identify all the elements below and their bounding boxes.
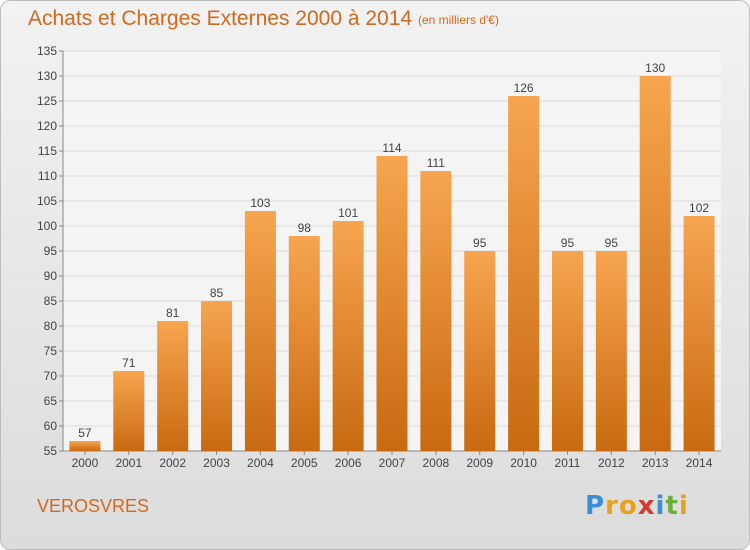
x-tick-label-2002: 2002 (159, 456, 186, 470)
bar-2011 (551, 251, 583, 451)
chart-title: Achats et Charges Externes 2000 à 2014 (28, 7, 413, 30)
value-label-2011: 95 (561, 236, 575, 250)
bar-2008 (420, 171, 452, 451)
bar-2004 (244, 211, 276, 451)
logo-letter: i (655, 491, 666, 521)
value-label-2013: 130 (645, 61, 665, 75)
x-tick-label-2005: 2005 (291, 456, 318, 470)
y-tick-label: 65 (44, 394, 58, 408)
logo-letter: x (637, 491, 656, 521)
logo-letter: i (678, 491, 689, 521)
y-tick-label: 120 (37, 119, 57, 133)
x-tick-label-2007: 2007 (379, 456, 406, 470)
x-tick-label-2003: 2003 (203, 456, 230, 470)
x-tick-label-2008: 2008 (423, 456, 450, 470)
y-tick-label: 130 (37, 69, 57, 83)
y-tick-label: 95 (44, 244, 58, 258)
x-tick-label-2011: 2011 (555, 456, 581, 470)
bar-2005 (288, 236, 320, 451)
y-tick-label: 110 (38, 169, 57, 183)
value-label-2007: 114 (382, 141, 401, 155)
bar-2009 (464, 251, 496, 451)
value-label-2003: 85 (210, 286, 224, 300)
value-label-2006: 101 (338, 206, 358, 220)
bar-2010 (508, 96, 540, 451)
bar-2014 (683, 216, 715, 451)
y-tick-label: 85 (44, 294, 58, 308)
y-tick-label: 90 (44, 269, 58, 283)
value-label-2009: 95 (473, 236, 487, 250)
value-label-2005: 98 (298, 221, 312, 235)
logo-letter: P (585, 491, 606, 521)
proxiti-logo: Proxiti (585, 491, 689, 521)
logo-letter: o (618, 491, 638, 521)
value-label-2014: 102 (689, 201, 709, 215)
y-tick-label: 70 (44, 369, 58, 383)
x-tick-label-2006: 2006 (335, 456, 362, 470)
y-tick-label: 60 (44, 419, 58, 433)
bar-2007 (376, 156, 408, 451)
bar-2012 (595, 251, 627, 451)
chart-subtitle: (en milliers d'€) (418, 13, 499, 27)
bar-2003 (201, 301, 233, 451)
x-tick-label-2009: 2009 (466, 456, 493, 470)
value-label-2002: 81 (166, 306, 180, 320)
x-tick-label-2001: 2001 (115, 456, 142, 470)
x-tick-label-2012: 2012 (598, 456, 625, 470)
value-label-2004: 103 (250, 196, 270, 210)
y-tick-label: 80 (44, 319, 58, 333)
bar-2006 (332, 221, 364, 451)
value-label-2010: 126 (514, 81, 534, 95)
bar-2000 (69, 441, 101, 451)
y-tick-label: 125 (37, 94, 57, 108)
bar-2013 (639, 76, 671, 451)
value-label-2012: 95 (605, 236, 619, 250)
x-tick-label-2004: 2004 (247, 456, 274, 470)
y-tick-label: 135 (37, 44, 57, 58)
y-tick-label: 75 (44, 344, 58, 358)
bar-2001 (113, 371, 145, 451)
y-tick-label: 55 (44, 444, 58, 458)
logo-letter: r (605, 491, 619, 521)
commune-name: VEROSVRES (37, 496, 150, 516)
y-tick-label: 115 (38, 144, 57, 158)
x-tick-label-2010: 2010 (510, 456, 537, 470)
y-tick-label: 105 (37, 194, 57, 208)
y-tick-label: 100 (37, 219, 57, 233)
value-label-2000: 57 (78, 426, 92, 440)
logo-letter: t (665, 491, 679, 521)
bar-2002 (157, 321, 189, 451)
value-label-2008: 111 (427, 156, 446, 170)
x-tick-label-2014: 2014 (686, 456, 713, 470)
value-label-2001: 71 (122, 356, 136, 370)
x-tick-label-2013: 2013 (642, 456, 669, 470)
x-tick-label-2000: 2000 (72, 456, 99, 470)
